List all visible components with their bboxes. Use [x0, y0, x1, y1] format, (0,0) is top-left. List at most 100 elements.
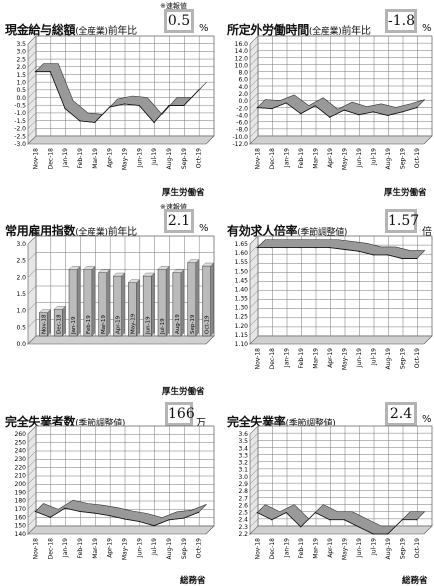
y-tick-label: 0.5 [16, 324, 26, 331]
bar-chart: 3.0 2.5 2.0 1.5 1.0 0.5 0.0 Nov-18 Dec-18 Jan-19 F… [16, 235, 215, 348]
x-tick-label: Nov-18 [41, 314, 47, 334]
gridline [249, 35, 259, 45]
bar-side [121, 272, 125, 337]
x-tick-label: Sep-19 [399, 148, 406, 169]
y-tick-label: 1.55 [235, 259, 249, 266]
y-tick-label: 2.0 [238, 91, 248, 98]
y-tick-label: 3.2 [238, 460, 248, 467]
bar-side [151, 272, 155, 337]
y-tick-label: 2.8 [238, 488, 248, 495]
data-point [387, 254, 389, 256]
gridline [27, 442, 37, 451]
data-point [300, 247, 302, 249]
data-point [401, 519, 403, 521]
source-label: 総務省 [402, 576, 428, 586]
bar-top [53, 306, 66, 310]
gridline [249, 71, 259, 80]
data-point [271, 108, 273, 110]
data-point [300, 113, 302, 115]
y-tick-label: 2.6 [238, 502, 248, 509]
x-tick-label: Feb-19 [298, 538, 305, 559]
x-tick-label: Sep-19 [181, 148, 188, 169]
data-point [138, 104, 140, 107]
gridline [249, 440, 259, 449]
data-point [49, 71, 51, 73]
gridline [27, 467, 37, 476]
y-tick-label: 12.0 [235, 55, 249, 62]
series-line [257, 102, 417, 118]
unit-label: % [199, 23, 209, 34]
data-point [329, 247, 331, 249]
data-point [358, 114, 360, 116]
gridline [27, 492, 37, 501]
gridline [249, 497, 259, 506]
series-line [257, 512, 417, 535]
gridline [27, 285, 37, 295]
x-tick-label: Dec-18 [47, 538, 54, 560]
unit-label: % [199, 223, 209, 234]
y-tick-label: 140 [15, 531, 27, 538]
y-tick-label: 1.20 [235, 323, 249, 330]
data-point [168, 519, 170, 521]
bar-side [166, 265, 170, 337]
x-tick-label: Apr-19 [327, 148, 334, 168]
x-tick-label: Nov-18 [254, 348, 261, 370]
gridline [27, 252, 37, 261]
data-point [314, 511, 316, 514]
data-point [387, 533, 389, 535]
gridline [27, 35, 37, 45]
gridline [249, 299, 259, 308]
x-tick-label: May-19 [341, 538, 348, 560]
y-tick-label: -3.0 [14, 141, 26, 148]
x-tick-label: Oct-19 [196, 148, 203, 168]
gridline [27, 97, 37, 106]
data-point [387, 114, 389, 117]
chart-title: 完全失業率(季節調整値) [227, 415, 336, 429]
source-label: 厚生労働省 [162, 188, 205, 198]
floor [27, 525, 215, 535]
data-point [123, 103, 126, 105]
data-point [372, 533, 374, 535]
gridline [27, 500, 37, 510]
y-tick-label: 3.3 [238, 452, 248, 459]
gridline [27, 58, 37, 68]
y-tick-label: 1.0 [16, 79, 26, 86]
gridline [249, 454, 259, 463]
unit-label: 倍 [422, 227, 432, 238]
y-tick-label: 2.7 [238, 495, 248, 502]
x-tick-label: Jul-19 [151, 148, 158, 166]
y-tick-label: 1.45 [235, 277, 249, 284]
data-point [197, 511, 200, 513]
data-point [79, 120, 81, 122]
gridline [27, 74, 37, 83]
x-tick-label: Sep-19 [190, 314, 196, 334]
data-point [138, 520, 140, 523]
data-point [271, 247, 273, 249]
gridline [249, 254, 259, 263]
data-point [64, 108, 66, 110]
latest-value-box: 2.1 [164, 209, 194, 233]
bar-side [195, 259, 199, 337]
latest-value-box: -1.8 [385, 9, 417, 33]
gridline [27, 135, 37, 145]
gridline [249, 482, 259, 492]
x-tick-label: Jan-19 [62, 538, 69, 558]
x-tick-label: Jun-19 [356, 348, 363, 368]
gridline [27, 459, 37, 468]
bar-side [136, 279, 140, 337]
gridline [249, 50, 259, 59]
y-tick-label: 190 [15, 489, 27, 496]
gridline [27, 302, 37, 311]
data-point [358, 250, 360, 252]
gridline [27, 235, 37, 245]
data-point [285, 511, 287, 514]
data-point [256, 247, 258, 249]
gridline [249, 461, 259, 470]
gridline [249, 85, 259, 95]
line-chart: 16.014.012.010.08.06.04.02.00.0-2.0-4.0-… [232, 35, 433, 170]
y-tick-label: 1.30 [235, 305, 249, 312]
line-chart: 3.53.02.52.01.51.00.50.0-0.5-1.0-1.5-2.0… [14, 35, 215, 170]
x-tick-label: Jan-19 [283, 348, 290, 368]
y-tick-label: 230 [15, 456, 27, 463]
y-tick-label: 2.4 [238, 517, 248, 524]
